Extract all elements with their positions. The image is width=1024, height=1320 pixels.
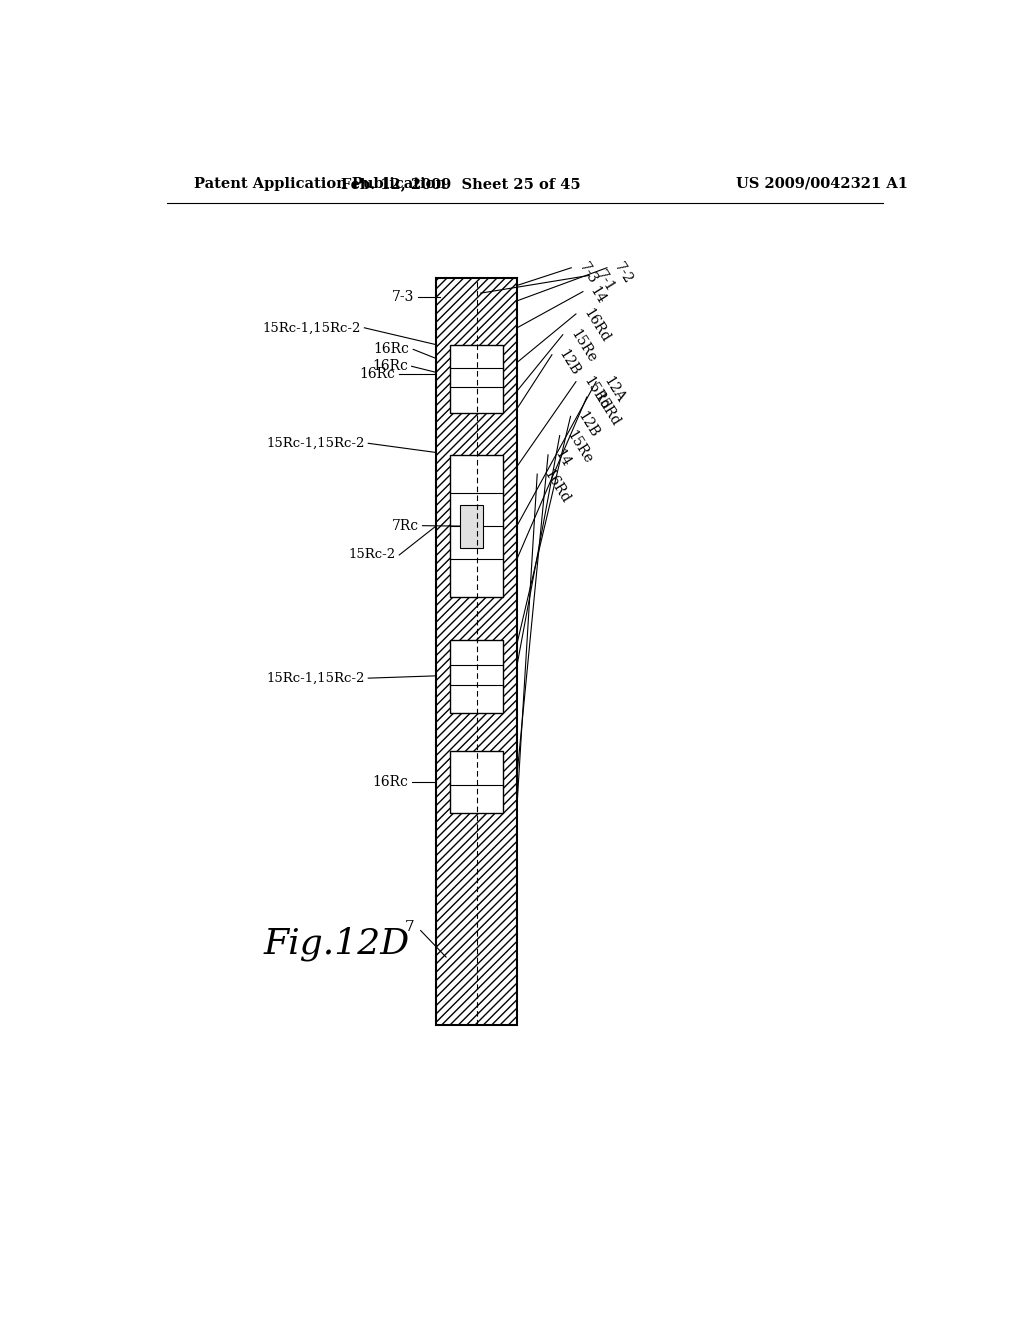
Text: 7-3: 7-3 [391,290,414,304]
Bar [436,277,517,1024]
Bar [451,751,503,813]
Text: Patent Application Publication: Patent Application Publication [194,177,445,191]
Text: 15Rc-1,15Rc-2: 15Rc-1,15Rc-2 [262,321,360,334]
Text: 12B: 12B [574,409,601,440]
Text: Fig.12D: Fig.12D [263,927,410,961]
Bar [451,751,503,813]
Text: 15Re: 15Re [563,428,595,466]
Text: 16Rd: 16Rd [581,306,612,346]
Text: 12A: 12A [601,375,628,405]
Text: 15Rc-1,15Rc-2: 15Rc-1,15Rc-2 [266,672,365,685]
Bar [451,345,503,412]
Bar [451,640,503,713]
Text: 7-1: 7-1 [594,268,617,294]
Text: 15Rc-1,15Rc-2: 15Rc-1,15Rc-2 [266,437,365,450]
Bar [451,345,503,412]
Text: 7Rc: 7Rc [391,519,419,533]
Bar [460,504,483,548]
Text: US 2009/0042321 A1: US 2009/0042321 A1 [736,177,908,191]
Text: 16Rc: 16Rc [372,359,408,374]
Text: 15Rd: 15Rd [591,389,623,429]
Bar [451,640,503,713]
Text: 16Rc: 16Rc [374,342,410,356]
Text: 14: 14 [552,447,573,470]
Text: Feb. 12, 2009  Sheet 25 of 45: Feb. 12, 2009 Sheet 25 of 45 [341,177,581,191]
Bar [460,504,483,548]
Text: 7: 7 [406,920,415,933]
Text: 14: 14 [587,284,608,306]
Text: 16Rc: 16Rc [372,775,408,789]
Text: 7-2: 7-2 [611,260,635,286]
Text: 16Rc: 16Rc [359,367,395,381]
Text: 15Rd: 15Rd [581,375,612,413]
Bar [436,277,517,1024]
Text: 15Rc-2: 15Rc-2 [348,548,395,561]
Bar [451,455,503,598]
Text: 16Rd: 16Rd [541,467,572,506]
Text: 7-3: 7-3 [575,260,600,286]
Text: 15Re: 15Re [567,327,598,366]
Bar [451,455,503,598]
Text: 12B: 12B [556,347,583,379]
